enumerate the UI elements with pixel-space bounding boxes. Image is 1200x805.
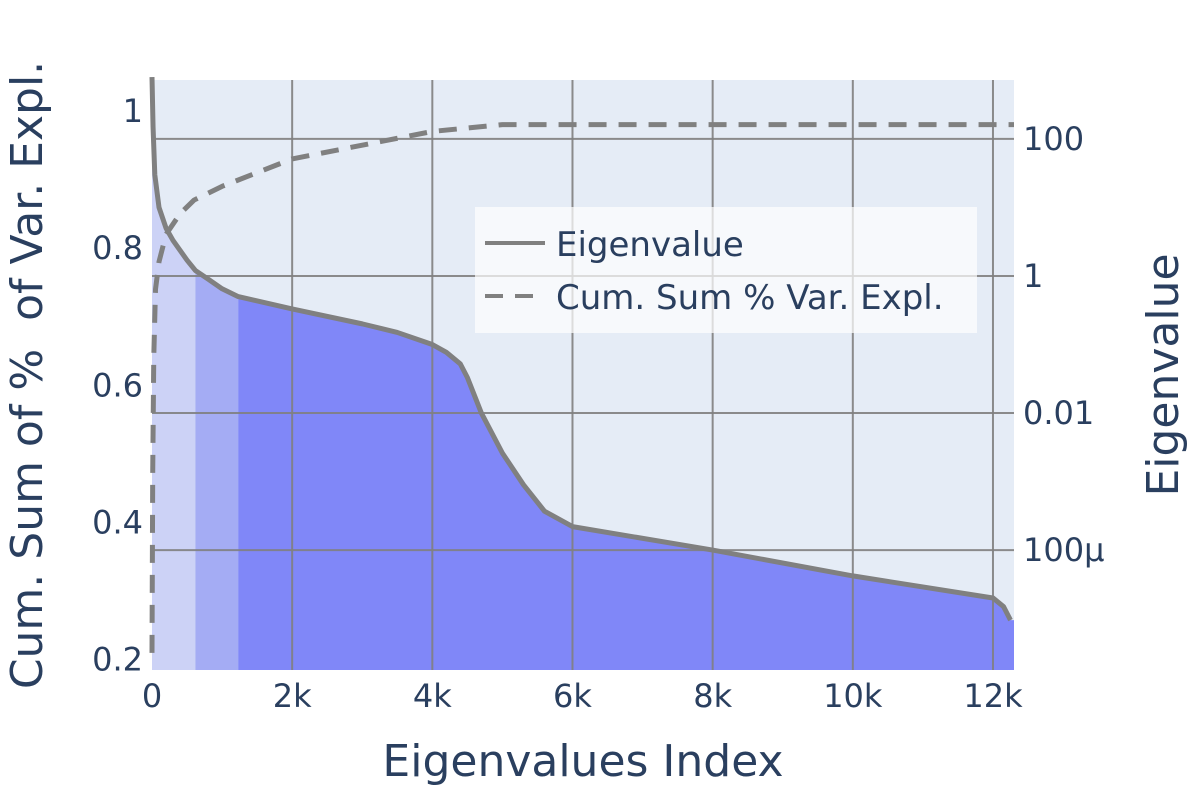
legend-eigenvalue-label: Eigenvalue	[556, 225, 744, 265]
right-y-tick-label-2: 0.01	[1023, 394, 1094, 432]
legend-cumsum-label: Cum. Sum % Var. Expl.	[556, 278, 944, 318]
eigenvalue-line	[149, 76, 1013, 622]
x-tick-label-3: 6k	[553, 677, 592, 715]
right-y-tick-label-1: 1	[1023, 257, 1043, 295]
tick-labels: 0 2k 4k 6k 8k 10k 12k 0.2 0.4 0.6 0.8 1 100 1 0.01 100μ	[92, 92, 1104, 715]
left-y-tick-label-2: 0.6	[92, 366, 143, 404]
x-tick-label-2: 4k	[413, 677, 452, 715]
x-axis-title: Eigenvalues Index	[382, 736, 783, 787]
right-y-axis-title: Eigenvalue	[1138, 253, 1189, 496]
legend: Eigenvalue Cum. Sum % Var. Expl.	[475, 207, 977, 333]
legend-box	[475, 207, 977, 333]
x-tick-label-1: 2k	[273, 677, 312, 715]
left-y-tick-label-4: 1	[123, 92, 143, 130]
x-tick-label-5: 10k	[823, 677, 883, 715]
right-y-tick-label-0: 100	[1023, 120, 1084, 158]
series-lines	[149, 76, 1014, 653]
left-y-tick-label-3: 0.8	[92, 229, 143, 267]
left-y-axis-title: Cum. Sum of % of Var. Expl.	[2, 61, 53, 689]
x-tick-label-4: 8k	[693, 677, 732, 715]
cumulative-variance-line	[149, 122, 1014, 653]
right-y-tick-label-3: 100μ	[1023, 531, 1104, 569]
shaded-regions	[152, 80, 1014, 670]
left-y-tick-label-0: 0.2	[92, 641, 143, 679]
left-y-tick-label-1: 0.4	[92, 504, 143, 542]
x-tick-label-0: 0	[142, 677, 162, 715]
x-tick-label-6: 12k	[963, 677, 1023, 715]
